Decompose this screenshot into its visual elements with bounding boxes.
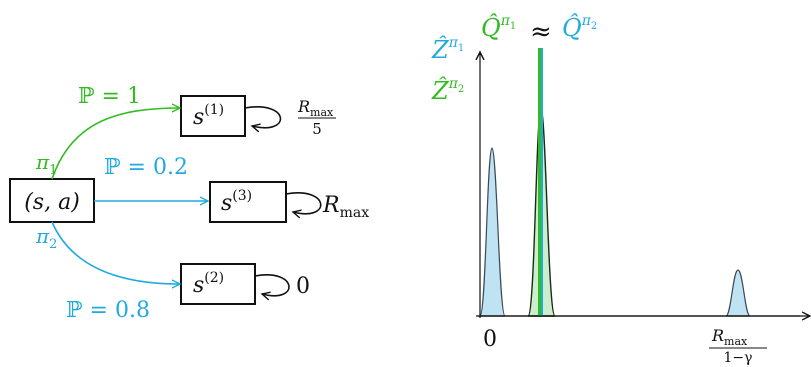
start-state-label: (s, a)	[24, 190, 80, 215]
transition-pi1-to-s1	[51, 108, 180, 180]
self-loop-s3	[285, 192, 322, 214]
state-s1-label: s(1)	[193, 102, 224, 130]
svg-text:Q̂π2: Q̂π2	[562, 13, 597, 42]
xtick-rmax-over-one-minus-gamma: Rmax 1−γ	[709, 326, 767, 366]
reward-s2: 0	[296, 274, 310, 299]
distribution-pi2-peak-zero	[479, 147, 506, 317]
policy-pi2-label: π2	[35, 224, 57, 252]
self-loop-s1	[244, 106, 282, 128]
state-s2-box	[180, 263, 256, 305]
ylabel-z-pi1: Ẑπ1	[431, 35, 464, 64]
svg-text:Rmax: Rmax	[297, 97, 334, 119]
reward-s1: Rmax 5	[297, 97, 336, 138]
mdp-diagram: (s, a) s(1) Rmax 5 s(3) Rmax s(2) 0 ℙ = …	[9, 84, 369, 323]
reward-s3: Rmax	[322, 193, 369, 221]
prob-to-s3: ℙ = 0.2	[104, 155, 188, 180]
start-state-box	[9, 178, 95, 223]
svg-text:1−γ: 1−γ	[723, 350, 752, 366]
prob-to-s1: ℙ = 1	[78, 84, 141, 109]
prob-to-s2: ℙ = 0.8	[66, 298, 150, 323]
distribution-pi2-peak-far	[725, 269, 751, 317]
state-s1-box	[180, 95, 246, 137]
return-distribution-plot: Ẑπ1 Ẑπ2 Q̂π1 ≈ Q̂π2 0 Rmax 1−γ	[431, 13, 810, 366]
ylabel-z-pi2: Ẑπ2	[431, 76, 464, 105]
policy-pi1-label: π1	[35, 150, 57, 178]
state-s2-label: s(2)	[193, 270, 224, 298]
xtick-zero: 0	[483, 327, 497, 352]
svg-text:5: 5	[312, 120, 322, 138]
transition-pi2-to-s2	[51, 221, 180, 284]
svg-text:Rmax: Rmax	[711, 326, 748, 348]
q-value-label: Q̂π1 ≈ Q̂π2	[481, 13, 597, 47]
state-s3-box	[209, 181, 287, 223]
svg-text:≈: ≈	[530, 17, 552, 47]
svg-text:Q̂π1: Q̂π1	[481, 13, 516, 42]
self-loop-s2	[254, 274, 290, 296]
state-s3-label: s(3)	[221, 188, 252, 216]
